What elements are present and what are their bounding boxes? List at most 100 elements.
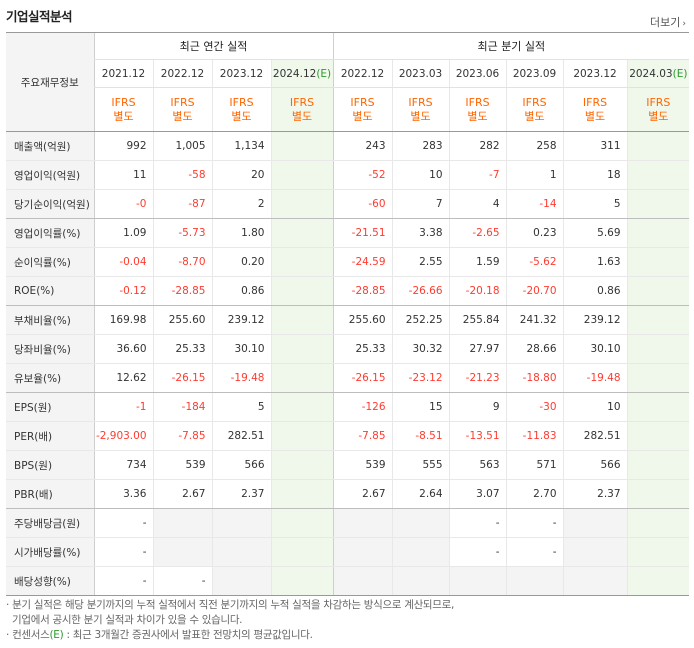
ifrs-label: IFRS [289,95,315,109]
table-cell: -18.80 [505,363,564,393]
table-cell: -24.59 [332,247,393,277]
table-cell: 4 [448,189,507,219]
table-cell [391,537,450,567]
table-cell [626,508,690,538]
table-cell [626,421,690,451]
table-cell [626,160,690,190]
table-cell: 255.60 [152,305,212,335]
table-cell [270,479,334,509]
table-cell [270,334,334,364]
table-cell: -14 [505,189,564,219]
table-row: EPS(원) -1 -184 5 -126 15 9 -30 10 [6,392,690,422]
row-label: EPS(원) [6,392,94,422]
table-cell: 10 [391,160,450,190]
table-cell [505,566,564,596]
table-cell: 1.59 [448,247,507,277]
table-cell: 10 [562,392,628,422]
row-label: 주당배당금(원) [6,508,94,538]
table-cell: -87 [152,189,212,219]
table-cell: 992 [93,131,153,161]
table-cell [626,479,690,509]
footnote-2-text: 기업에서 공시한 분기 실적과 차이가 있을 수 있습니다. [12,614,243,626]
table-cell: 28.66 [505,334,564,364]
period-label: 2022.12 [340,67,385,80]
table-cell: -60 [332,189,393,219]
table-cell: 5 [211,392,271,422]
table-cell: -0.04 [93,247,153,277]
row-label: 당좌비율(%) [6,334,94,364]
table-cell: -2,903.00 [93,421,153,451]
table-cell: -0.12 [93,276,153,306]
table-cell: 1,134 [211,131,271,161]
table-cell: 255.60 [332,305,393,335]
table-cell: 539 [332,450,393,480]
period-label: 2023.09 [512,67,557,80]
separate-label: 별도 [113,109,134,123]
table-cell [448,566,507,596]
table-cell: 282.51 [211,421,271,451]
table-cell: 563 [448,450,507,480]
separate-label: 별도 [291,109,313,123]
period-header: 2023.12 [562,59,628,88]
period-header: 2021.12 [93,59,153,88]
table-cell: -7.85 [332,421,393,451]
table-cell: -7 [448,160,507,190]
table-cell [626,247,690,277]
footnotes: · 분기 실적은 해당 분기까지의 누적 실적에서 직전 분기까지의 누적 실적… [6,598,454,643]
table-row: 영업이익(억원) 11 -58 20 -52 10 -7 1 18 [6,160,690,190]
table-row: 유보율(%) 12.62 -26.15 -19.48 -26.15 -23.12 -21.2… [6,363,690,393]
table-cell [332,508,393,538]
table-cell: 571 [505,450,564,480]
period-label: 2023.03 [398,67,443,80]
period-header: 2023.09 [505,59,564,88]
table-cell: -5.62 [505,247,564,277]
period-label: 2024.03 [629,67,673,80]
table-cell [270,450,334,480]
row-label: BPS(원) [6,450,94,480]
ifrs-header: IFRS 별도 [211,87,271,132]
table-cell: -26.15 [332,363,393,393]
section-title: 기업실적분석 [6,9,73,24]
table-cell: -58 [152,160,212,190]
table-cell: 3.38 [391,218,450,248]
footnote-2: 기업에서 공시한 분기 실적과 차이가 있을 수 있습니다. [6,613,454,628]
ifrs-header: IFRS 별도 [152,87,212,132]
table-cell: - [93,537,153,567]
ifrs-label: IFRS [350,95,375,109]
ifrs-label: IFRS [582,95,608,109]
table-cell [270,160,334,190]
table-cell: -28.85 [332,276,393,306]
table-cell: -19.48 [211,363,271,393]
more-label: 더보기 [650,16,681,29]
table-cell: 1,005 [152,131,212,161]
table-cell [270,276,334,306]
table-cell: -8.70 [152,247,212,277]
row-label: 유보율(%) [6,363,94,393]
period-label: 2023.12 [219,67,264,80]
financial-table: 주요재무정보 최근 연간 실적 최근 분기 실적 2021.12 2022.12 2… [6,32,690,596]
table-cell [626,334,690,364]
separate-label: 별도 [584,109,606,123]
row-label: 순이익률(%) [6,247,94,277]
table-cell [270,392,334,422]
table-cell: 2.37 [562,479,628,509]
table-cell: -13.51 [448,421,507,451]
row-label: 배당성향(%) [6,566,94,596]
table-cell [332,566,393,596]
table-cell [626,566,690,596]
table-cell: -2.65 [448,218,507,248]
row-label: 영업이익률(%) [6,218,94,248]
table-cell: 2.67 [152,479,212,509]
table-cell: -11.83 [505,421,564,451]
table-cell: 252.25 [391,305,450,335]
table-cell: 555 [391,450,450,480]
row-label: PER(배) [6,421,94,451]
table-cell: 241.32 [505,305,564,335]
table-cell: 282 [448,131,507,161]
table-row: 순이익률(%) -0.04 -8.70 0.20 -24.59 2.55 1.59 -5.62… [6,247,690,277]
more-link[interactable]: 더보기 › [650,14,686,30]
table-row: PBR(배) 3.36 2.67 2.37 2.67 2.64 3.07 2.70 2.37 [6,479,690,509]
ifrs-header: IFRS 별도 [391,87,450,132]
table-cell: 1.63 [562,247,628,277]
table-cell [626,276,690,306]
